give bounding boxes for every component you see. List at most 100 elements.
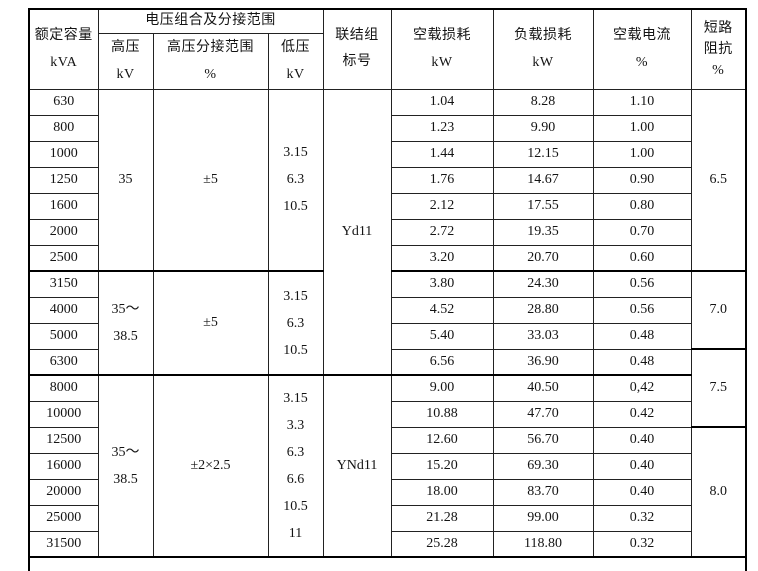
- load-loss-cell: 47.70: [492, 400, 594, 428]
- load-loss-cell: 17.55: [492, 192, 594, 220]
- no-load-current-cell: 0.90: [592, 166, 692, 194]
- no-load-current-cell: 1.00: [592, 140, 692, 168]
- no-load-loss-cell: 10.88: [390, 400, 494, 428]
- no-load-loss-cell: 15.20: [390, 452, 494, 480]
- no-load-current-cell: 1.10: [592, 88, 692, 116]
- impedance-cell-8-0: 8.0: [690, 426, 748, 558]
- no-load-current-cell: 0.60: [592, 244, 692, 272]
- lv-value: 3.15: [283, 145, 308, 161]
- no-load-current-cell: 0.32: [592, 530, 692, 558]
- header-lv-line2: kV: [286, 67, 305, 82]
- header-lv: 低压 kV: [267, 32, 324, 90]
- header-load-loss-line1: 负载损耗: [514, 28, 573, 44]
- header-tap-line2: %: [204, 67, 217, 82]
- header-no-load-loss-line1: 空载损耗: [413, 28, 472, 44]
- no-load-loss-cell: 21.28: [390, 504, 494, 532]
- lv-value: 10.5: [283, 199, 308, 215]
- capacity-cell: 3150: [28, 270, 99, 298]
- impedance-cell-7-0: 7.0: [690, 270, 748, 350]
- header-load-loss: 负载损耗 kW: [492, 8, 594, 90]
- header-hv-line1: 高压: [111, 40, 140, 55]
- lv-value: 6.6: [286, 472, 305, 487]
- load-loss-cell: 24.30: [492, 270, 594, 298]
- no-load-current-cell: 0,42: [592, 374, 692, 402]
- no-load-loss-cell: 2.72: [390, 218, 494, 246]
- lv-value: 3.15: [283, 391, 308, 406]
- impedance-cell-7-5: 7.5: [690, 348, 748, 428]
- lv-cell-group3: 3.15 3.3 6.3 6.6 10.5 11: [267, 374, 324, 558]
- no-load-loss-cell: 25.28: [390, 530, 494, 558]
- capacity-cell: 25000: [28, 504, 99, 532]
- load-loss-cell: 9.90: [492, 114, 594, 142]
- header-no-load-loss: 空载损耗 kW: [390, 8, 494, 90]
- no-load-current-cell: 0.40: [592, 426, 692, 454]
- hv-value: 35～: [111, 445, 140, 460]
- lv-value: 6.3: [286, 445, 305, 460]
- load-loss-cell: 33.03: [492, 322, 594, 350]
- no-load-loss-cell: 3.20: [390, 244, 494, 272]
- capacity-cell: 6300: [28, 348, 99, 376]
- no-load-current-cell: 0.56: [592, 270, 692, 298]
- no-load-current-cell: 0.80: [592, 192, 692, 220]
- header-rated-capacity: 额定容量 kVA: [28, 8, 99, 90]
- load-loss-cell: 36.90: [492, 348, 594, 376]
- no-load-loss-cell: 5.40: [390, 322, 494, 350]
- no-load-current-cell: 0.42: [592, 400, 692, 428]
- lv-cell-group1: 3.15 6.3 10.5: [267, 88, 324, 272]
- capacity-cell: 2500: [28, 244, 99, 272]
- load-loss-cell: 12.15: [492, 140, 594, 168]
- no-load-current-cell: 0.70: [592, 218, 692, 246]
- header-rated-capacity-line2: kVA: [50, 55, 78, 71]
- header-voltage-combo: 电压组合及分接范围: [97, 8, 324, 34]
- header-tap-line1: 高压分接范围: [167, 40, 254, 55]
- header-no-load-current-line1: 空载电流: [613, 28, 672, 44]
- hv-cell-group3: 35～ 38.5: [97, 374, 154, 558]
- no-load-current-cell: 1.00: [592, 114, 692, 142]
- no-load-current-cell: 0.40: [592, 452, 692, 480]
- header-hv-tap-range: 高压分接范围 %: [152, 32, 269, 90]
- capacity-cell: 1250: [28, 166, 99, 194]
- header-short-circuit-impedance: 短路 阻抗 %: [690, 8, 748, 90]
- no-load-loss-cell: 6.56: [390, 348, 494, 376]
- capacity-cell: 20000: [28, 478, 99, 506]
- load-loss-cell: 19.35: [492, 218, 594, 246]
- tap-range-cell-group1: ±5: [152, 88, 269, 272]
- capacity-cell: 630: [28, 88, 99, 116]
- no-load-loss-cell: 18.00: [390, 478, 494, 506]
- capacity-cell: 1000: [28, 140, 99, 168]
- no-load-loss-cell: 9.00: [390, 374, 494, 402]
- header-no-load-current-line2: %: [635, 55, 649, 71]
- no-load-loss-cell: 1.44: [390, 140, 494, 168]
- hv-cell-group2: 35～ 38.5: [97, 270, 154, 376]
- no-load-current-cell: 0.32: [592, 504, 692, 532]
- lv-value: 3.15: [283, 288, 308, 304]
- no-load-current-cell: 0.48: [592, 348, 692, 376]
- connection-cell-ynd11: YNd11: [322, 374, 392, 558]
- lv-value: 6.3: [286, 172, 305, 188]
- capacity-cell: 8000: [28, 374, 99, 402]
- capacity-cell: 5000: [28, 322, 99, 350]
- no-load-loss-cell: 1.04: [390, 88, 494, 116]
- cut-off-empty-row: [27, 556, 748, 571]
- lv-value: 11: [288, 526, 303, 541]
- no-load-loss-cell: 1.76: [390, 166, 494, 194]
- header-load-loss-line2: kW: [532, 55, 554, 71]
- lv-value: 10.5: [283, 342, 308, 358]
- impedance-cell-6-5: 6.5: [690, 88, 748, 272]
- tap-range-cell-group3: ±2×2.5: [152, 374, 269, 558]
- hv-value: 35～: [111, 302, 140, 317]
- lv-cell-group2: 3.15 6.3 10.5: [267, 270, 324, 376]
- load-loss-cell: 69.30: [492, 452, 594, 480]
- capacity-cell: 31500: [28, 530, 99, 558]
- header-impedance-line1: 短路: [703, 20, 733, 36]
- hv-value: 38.5: [113, 472, 138, 487]
- load-loss-cell: 83.70: [492, 478, 594, 506]
- header-rated-capacity-line1: 额定容量: [34, 28, 93, 44]
- no-load-loss-cell: 3.80: [390, 270, 494, 298]
- capacity-cell: 800: [28, 114, 99, 142]
- no-load-current-cell: 0.40: [592, 478, 692, 506]
- capacity-cell: 1600: [28, 192, 99, 220]
- no-load-current-cell: 0.48: [592, 322, 692, 350]
- transformer-spec-table: 额定容量 kVA 电压组合及分接范围 联结组 标号 空载损耗 kW 负载损耗 k…: [27, 8, 748, 571]
